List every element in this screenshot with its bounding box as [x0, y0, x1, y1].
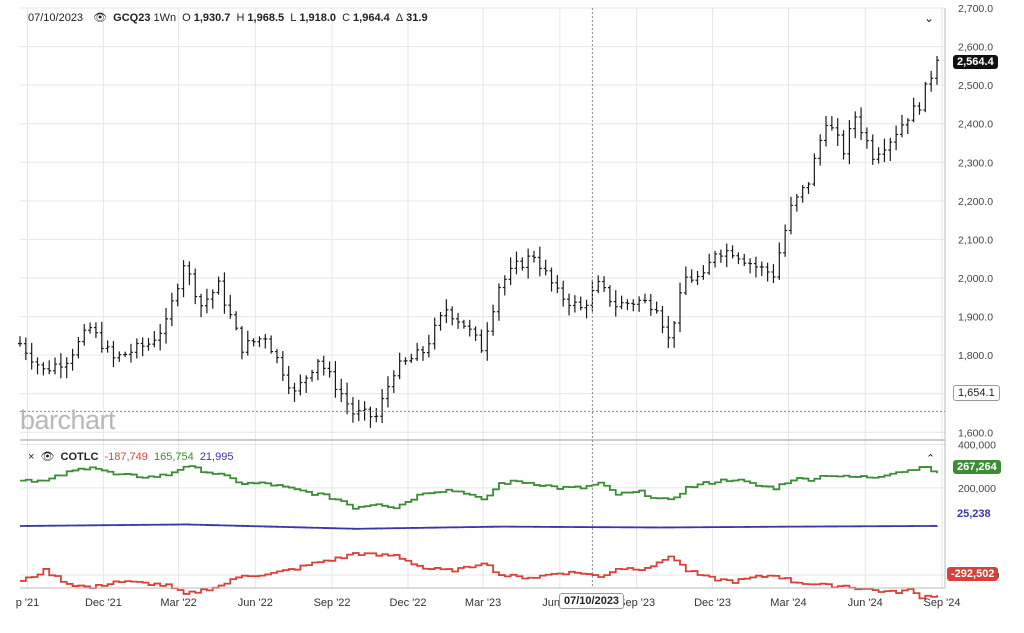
price-tick-label: 2,200.0 — [958, 196, 993, 208]
crosshair-price-tag: 1,654.1 — [953, 385, 1000, 401]
price-tick-label: 1,900.0 — [958, 312, 993, 324]
time-tick-label: Dec '21 — [85, 597, 122, 609]
grid — [20, 7, 945, 588]
cot-value-green: 165,754 — [153, 451, 194, 463]
price-tick-label: 2,100.0 — [958, 234, 993, 246]
cot-value-blue: 21,995 — [199, 451, 234, 463]
header-interval: 1Wn — [153, 12, 177, 24]
price-bars — [18, 55, 939, 428]
cot-green-line — [20, 465, 938, 510]
eye-icon[interactable]: 👁 — [93, 12, 108, 24]
chevron-up-icon[interactable]: ⌃ — [926, 453, 936, 465]
time-tick-label: Jun '22 — [238, 597, 273, 609]
last-price-tag: 2,564.4 — [953, 55, 998, 69]
close-icon[interactable]: × — [28, 451, 35, 463]
header-d-label: Δ — [395, 12, 404, 24]
price-tick-label: 2,700.0 — [958, 3, 993, 15]
header-symbol: GCQ23 — [113, 12, 151, 24]
price-tick-label: 1,800.0 — [958, 350, 993, 362]
cot-tick-label: 200,000 — [958, 483, 996, 495]
cot-header: × 👁 COTLC -187,749 165,754 21,995 — [28, 450, 236, 463]
price-tick-label: 1,600.0 — [958, 427, 993, 439]
price-tick-label: 2,300.0 — [958, 157, 993, 169]
cot-green-tag: 267,264 — [953, 460, 1001, 474]
header-l-label: L — [290, 12, 297, 24]
cot-blue-tag: 25,238 — [953, 507, 995, 521]
price-tick-label: 2,000.0 — [958, 273, 993, 285]
cot-blue-line — [20, 523, 938, 530]
time-tick-label: Sep '23 — [618, 597, 655, 609]
price-tick-label: 2,400.0 — [958, 119, 993, 131]
axes: 1,600.01,700.01,800.01,900.02,000.02,100… — [16, 3, 1000, 609]
header-low: 1,918.0 — [299, 12, 337, 24]
header-o-label: O — [182, 12, 191, 24]
header-date: 07/10/2023 — [28, 12, 84, 24]
eye-icon[interactable]: 👁 — [40, 451, 55, 463]
time-tick-label: Mar '24 — [770, 597, 806, 609]
time-tick-label: Dec '22 — [390, 597, 427, 609]
header-change: 31.9 — [406, 12, 428, 24]
cot-red-tag: -292,502 — [947, 567, 999, 581]
cot-value-red: -187,749 — [104, 451, 148, 463]
time-tick-label: Mar '22 — [160, 597, 196, 609]
time-tick-label: Sep '24 — [924, 597, 961, 609]
crosshair-date-tag: 07/10/2023 — [559, 593, 625, 609]
price-header: 07/10/2023 👁 GCQ23 1Wn O 1,930.7 H 1,968.5 … — [28, 11, 431, 24]
cot-red-line — [20, 552, 938, 600]
header-open: 1,930.7 — [193, 12, 231, 24]
time-tick-label: Dec '23 — [694, 597, 731, 609]
price-tick-label: 2,500.0 — [958, 80, 993, 92]
price-tick-label: 2,600.0 — [958, 42, 993, 54]
cot-lines — [20, 465, 938, 600]
time-tick-label: p '21 — [16, 597, 40, 609]
chevron-down-icon[interactable]: ⌄ — [924, 11, 935, 25]
time-tick-label: Sep '22 — [314, 597, 351, 609]
header-high: 1,968.5 — [247, 12, 285, 24]
header-close: 1,964.4 — [353, 12, 390, 24]
watermark-logo: barchart — [20, 405, 116, 435]
cot-name: COTLC — [60, 451, 99, 463]
cot-tick-label: 400,000 — [958, 439, 996, 451]
time-tick-label: Mar '23 — [465, 597, 501, 609]
header-h-label: H — [236, 12, 245, 24]
header-c-label: C — [342, 12, 351, 24]
time-tick-label: Jun '24 — [848, 597, 883, 609]
